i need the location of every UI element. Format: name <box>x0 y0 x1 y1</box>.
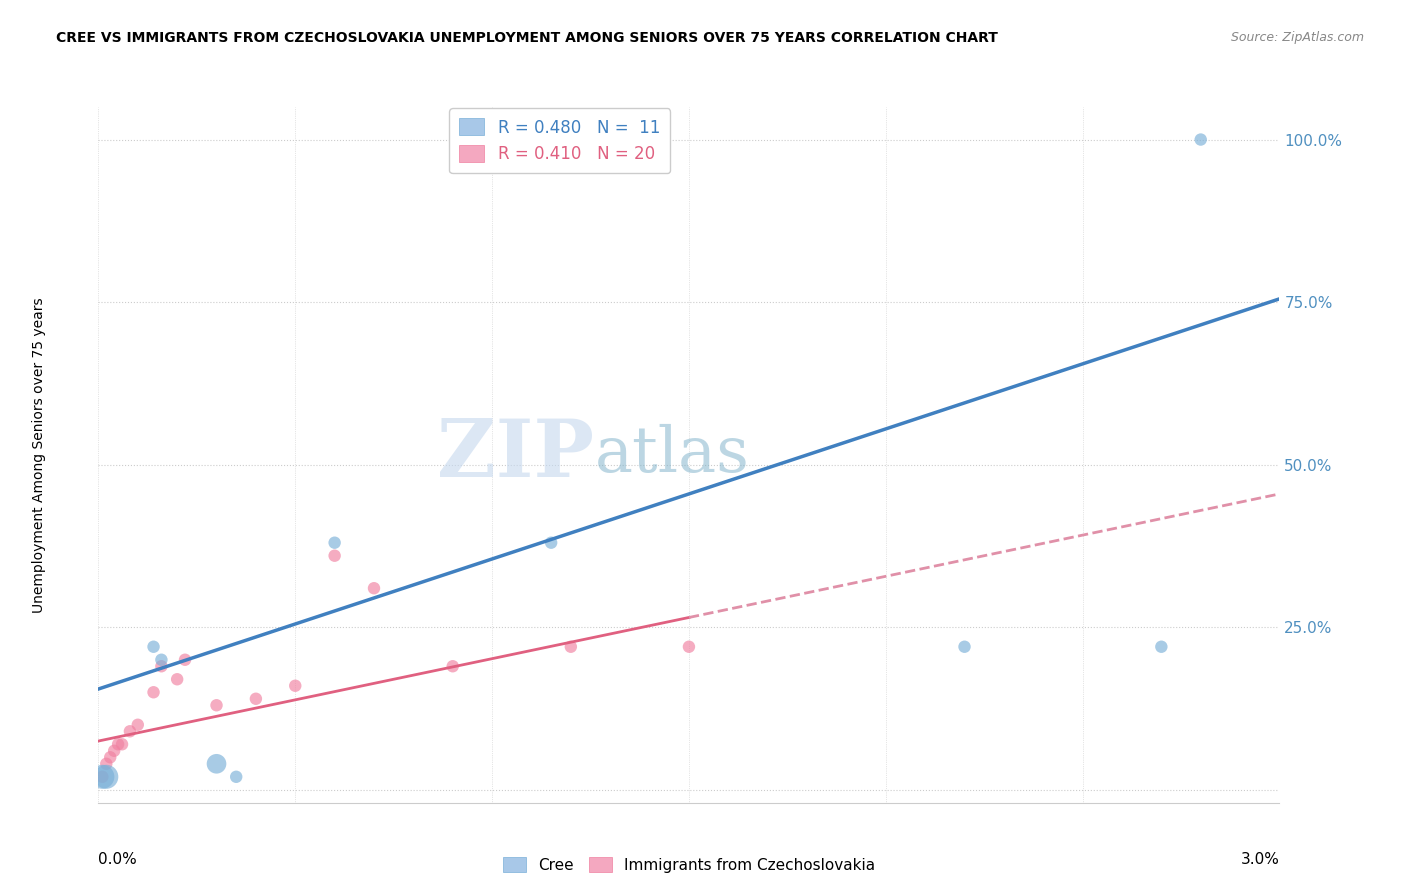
Point <box>1189 132 1212 146</box>
Text: CREE VS IMMIGRANTS FROM CZECHOSLOVAKIA UNEMPLOYMENT AMONG SENIORS OVER 75 YEARS : CREE VS IMMIGRANTS FROM CZECHOSLOVAKIA U… <box>56 31 998 45</box>
Point <box>91 770 114 784</box>
Point <box>111 737 134 751</box>
Point <box>363 581 385 595</box>
Point <box>142 685 165 699</box>
Point <box>127 718 149 732</box>
Point <box>678 640 700 654</box>
Text: Source: ZipAtlas.com: Source: ZipAtlas.com <box>1230 31 1364 45</box>
Point <box>323 535 346 549</box>
Point <box>103 744 125 758</box>
Point <box>166 672 188 686</box>
Text: 3.0%: 3.0% <box>1240 852 1279 866</box>
Point <box>98 750 121 764</box>
Point <box>205 698 228 713</box>
Point <box>540 535 562 549</box>
Text: ZIP: ZIP <box>437 416 595 494</box>
Point <box>560 640 582 654</box>
Point <box>107 737 129 751</box>
Text: Unemployment Among Seniors over 75 years: Unemployment Among Seniors over 75 years <box>32 297 46 613</box>
Point <box>96 756 118 771</box>
Text: 0.0%: 0.0% <box>98 852 138 866</box>
Point <box>150 659 173 673</box>
Point <box>174 653 197 667</box>
Point <box>441 659 464 673</box>
Point <box>142 640 165 654</box>
Point <box>284 679 307 693</box>
Point <box>150 653 173 667</box>
Legend: Cree, Immigrants from Czechoslovakia: Cree, Immigrants from Czechoslovakia <box>496 850 882 879</box>
Point <box>91 770 114 784</box>
Point <box>323 549 346 563</box>
Point <box>118 724 141 739</box>
Point <box>245 691 267 706</box>
Point <box>953 640 976 654</box>
Point <box>205 756 228 771</box>
Point <box>225 770 247 784</box>
Text: atlas: atlas <box>595 425 749 485</box>
Point <box>96 770 118 784</box>
Point <box>1150 640 1173 654</box>
